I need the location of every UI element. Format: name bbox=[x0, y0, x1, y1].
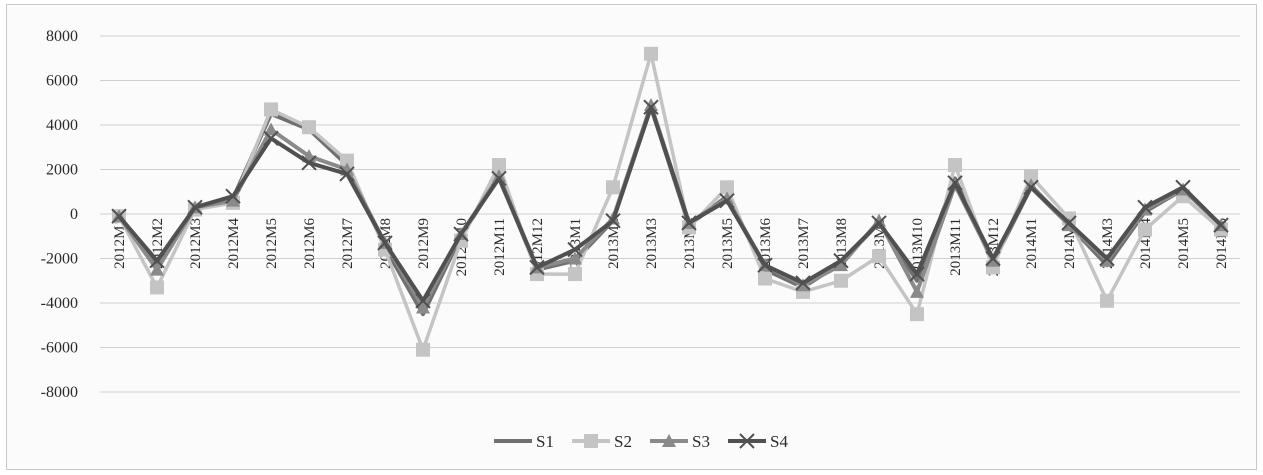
x-tick-label: 2014M1 bbox=[1024, 218, 1040, 269]
data-point-s4 bbox=[681, 215, 697, 231]
data-point-s2 bbox=[606, 180, 620, 195]
data-point-s2 bbox=[340, 153, 354, 168]
x-tick-label: 2013M7 bbox=[796, 218, 812, 269]
y-tick-label: -8000 bbox=[41, 384, 78, 401]
data-point-s2 bbox=[872, 249, 886, 264]
y-tick-label: 2000 bbox=[46, 162, 78, 179]
data-point-s3 bbox=[872, 213, 886, 227]
data-point-s4 bbox=[301, 155, 317, 171]
data-point-s2 bbox=[302, 120, 316, 135]
data-point-s4 bbox=[415, 293, 431, 309]
series-line-s2 bbox=[117, 52, 1223, 352]
legend-label-s2: S2 bbox=[614, 432, 632, 451]
y-tick-label: 8000 bbox=[46, 28, 78, 45]
data-point-s4 bbox=[491, 170, 507, 187]
data-point-s2 bbox=[1024, 169, 1038, 184]
data-point-s4 bbox=[149, 253, 165, 269]
data-point-s4 bbox=[947, 175, 963, 191]
data-point-s4 bbox=[1213, 217, 1229, 233]
data-point-s2 bbox=[644, 46, 658, 61]
x-tick-label: 2012M7 bbox=[340, 218, 356, 269]
x-tick-label: 2012M4 bbox=[226, 218, 242, 269]
x-tick-label: 2013M3 bbox=[644, 218, 660, 269]
data-point-s2 bbox=[834, 273, 848, 288]
y-tick-label: -2000 bbox=[41, 251, 78, 268]
data-point-s4 bbox=[225, 188, 241, 204]
data-point-s3 bbox=[150, 262, 164, 276]
y-tick-label: -4000 bbox=[41, 295, 78, 312]
data-point-s4 bbox=[111, 208, 127, 224]
legend-label-s4: S4 bbox=[770, 432, 788, 451]
data-point-s3 bbox=[226, 193, 240, 207]
data-point-s4 bbox=[377, 235, 393, 251]
data-point-s2 bbox=[264, 102, 278, 117]
data-point-s4 bbox=[985, 250, 1001, 267]
x-tick-label: 2013M5 bbox=[720, 218, 736, 269]
data-point-s3 bbox=[1024, 178, 1038, 192]
data-point-s4 bbox=[1175, 179, 1191, 196]
x-tick-label: 2014M5 bbox=[1176, 218, 1192, 269]
data-point-s4 bbox=[567, 241, 583, 258]
data-point-s4 bbox=[339, 166, 355, 182]
legend-marker-s3 bbox=[662, 434, 676, 447]
x-tick-label: 2012M11 bbox=[492, 218, 508, 276]
x-tick-label: 2013M2 bbox=[606, 218, 622, 269]
data-point-s3 bbox=[568, 251, 582, 265]
data-point-s4 bbox=[529, 259, 545, 276]
legend-marker-s4 bbox=[739, 433, 755, 449]
y-tick-label: 0 bbox=[70, 206, 78, 223]
legend-marker-s2 bbox=[584, 434, 598, 448]
data-point-s4 bbox=[795, 275, 811, 291]
data-point-s4 bbox=[453, 226, 469, 242]
data-point-s4 bbox=[1137, 199, 1153, 216]
data-point-s2 bbox=[492, 158, 506, 173]
data-point-s4 bbox=[909, 266, 925, 282]
data-point-s3 bbox=[492, 169, 506, 183]
data-point-s2 bbox=[758, 271, 772, 286]
data-point-s4 bbox=[605, 212, 621, 229]
data-point-s4 bbox=[871, 215, 887, 231]
data-point-s3 bbox=[910, 284, 924, 298]
data-point-s3 bbox=[264, 122, 278, 136]
x-tick-label: 2012M6 bbox=[302, 218, 318, 269]
data-point-s2 bbox=[568, 267, 582, 282]
data-point-s2 bbox=[1138, 222, 1152, 237]
legend-label-s3: S3 bbox=[692, 432, 710, 451]
data-point-s4 bbox=[1061, 215, 1077, 231]
data-point-s3 bbox=[416, 300, 430, 314]
x-tick-label: 2012M5 bbox=[264, 218, 280, 269]
x-tick-label: 2012M3 bbox=[188, 218, 204, 269]
data-point-s4 bbox=[643, 99, 659, 115]
x-tick-label: 2012M9 bbox=[416, 218, 432, 269]
y-tick-label: 6000 bbox=[46, 73, 78, 90]
data-point-s2 bbox=[416, 342, 430, 357]
data-point-s4 bbox=[1099, 250, 1115, 267]
data-point-s3 bbox=[834, 258, 848, 272]
data-point-s3 bbox=[644, 97, 658, 111]
x-tick-label: 2013M11 bbox=[948, 218, 964, 276]
data-point-s4 bbox=[719, 192, 735, 209]
data-point-s4 bbox=[1023, 179, 1039, 196]
y-tick-label: -6000 bbox=[41, 340, 78, 357]
y-tick-label: 4000 bbox=[46, 117, 78, 134]
legend-label-s1: S1 bbox=[536, 432, 554, 451]
data-point-s2 bbox=[1100, 293, 1114, 308]
data-point-s2 bbox=[720, 180, 734, 195]
data-point-s4 bbox=[833, 253, 849, 269]
data-point-s2 bbox=[150, 280, 164, 295]
data-point-s2 bbox=[910, 307, 924, 322]
data-point-s4 bbox=[263, 130, 279, 147]
data-point-s2 bbox=[948, 158, 962, 173]
data-point-s4 bbox=[757, 257, 773, 273]
data-point-s4 bbox=[187, 199, 203, 216]
x-tick-label: 2012M1 bbox=[112, 218, 128, 269]
